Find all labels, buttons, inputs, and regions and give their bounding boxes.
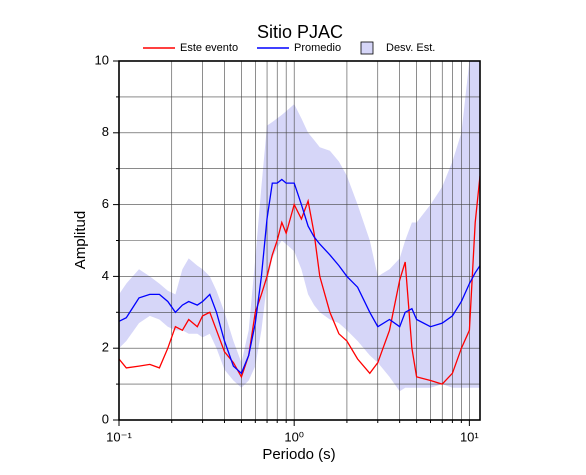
y-tick-label: 8 bbox=[102, 124, 109, 139]
chart-title: Sitio PJAC bbox=[257, 22, 343, 42]
x-tick-label: 10⁻¹ bbox=[106, 429, 132, 444]
x-axis-label: Periodo (s) bbox=[262, 446, 335, 463]
legend-label: Promedio bbox=[294, 42, 341, 54]
std-band bbox=[119, 61, 480, 392]
x-tick-label: 10¹ bbox=[460, 429, 479, 444]
y-tick-label: 0 bbox=[102, 411, 109, 426]
legend-label: Desv. Est. bbox=[386, 42, 435, 54]
y-tick-label: 6 bbox=[102, 196, 109, 211]
y-tick-label: 10 bbox=[95, 52, 109, 67]
y-tick-label: 4 bbox=[102, 268, 109, 283]
y-tick-label: 2 bbox=[102, 340, 109, 355]
y-axis-label: Amplitud bbox=[72, 211, 89, 269]
series-line bbox=[119, 178, 480, 375]
legend-swatch bbox=[360, 41, 374, 55]
legend-label: Este evento bbox=[180, 42, 238, 54]
x-tick-label: 10⁰ bbox=[284, 429, 304, 444]
series-line bbox=[119, 175, 480, 385]
plot-frame bbox=[118, 60, 481, 421]
